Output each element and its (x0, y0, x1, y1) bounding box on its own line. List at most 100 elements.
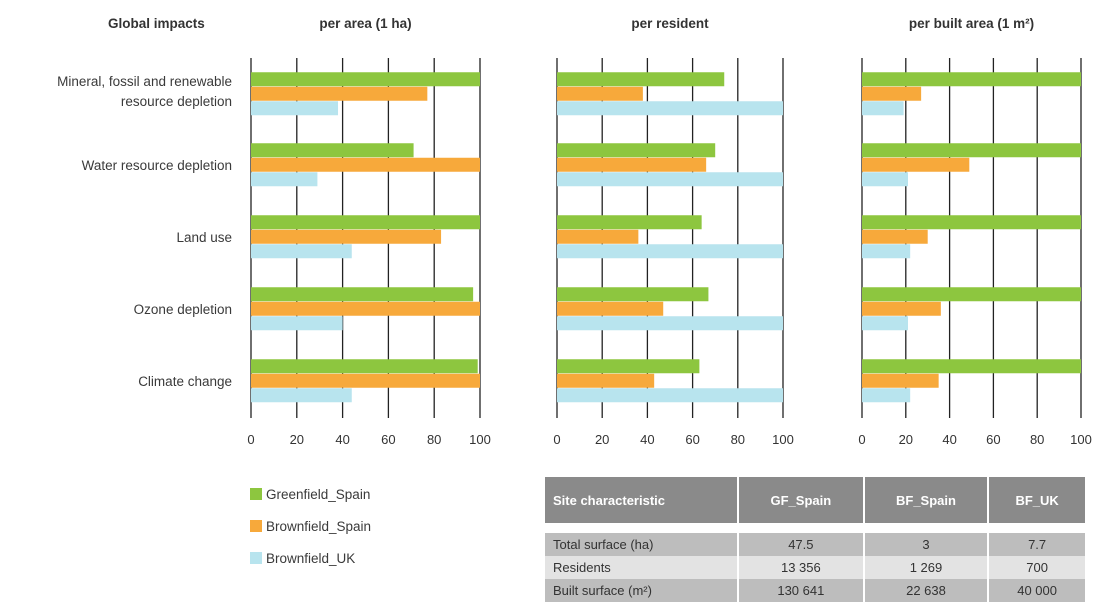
bar-brownfield-spain (862, 373, 939, 388)
x-tick-label: 0 (858, 432, 865, 447)
bar-brownfield-spain (862, 86, 922, 101)
legend-swatch (250, 552, 262, 564)
panel-title: per area (1 ha) (319, 16, 411, 31)
bar-brownfield-uk (557, 244, 783, 259)
table-header-cell: BF_UK (989, 477, 1085, 523)
bar-brownfield-uk (251, 244, 352, 259)
legend-swatch (250, 520, 262, 532)
row-label: Mineral, fossil and renewable resource de… (57, 74, 232, 109)
bar-greenfield-spain (557, 287, 709, 302)
row-label-line: resource depletion (121, 94, 232, 109)
legend-label: Brownfield_UK (266, 550, 356, 566)
bar-brownfield-spain (251, 301, 480, 316)
bar-greenfield-spain (557, 72, 725, 87)
x-tick-label: 60 (986, 432, 1000, 447)
bar-brownfield-uk (862, 101, 904, 116)
chart-panel: per built area (1 m²) 0 20 40 60 80 100 (858, 16, 1091, 447)
legend: Greenfield_Spain Brownfield_Spain Brownf… (250, 478, 371, 574)
panel-title: per built area (1 m²) (909, 16, 1034, 31)
x-tick-label: 0 (247, 432, 254, 447)
bar-greenfield-spain (557, 143, 716, 158)
panel-title: per resident (631, 16, 709, 31)
table-cell: 1 269 (864, 556, 988, 579)
x-tick-label: 60 (685, 432, 699, 447)
bar-greenfield-spain (557, 215, 702, 230)
bar-brownfield-spain (251, 86, 428, 101)
table-row: Built surface (m²) 130 641 22 638 40 000 (545, 579, 1085, 602)
bar-brownfield-spain (557, 86, 643, 101)
bar-greenfield-spain (251, 72, 480, 87)
row-label: Climate change (138, 374, 232, 389)
legend-item-greenfield-spain: Greenfield_Spain (250, 478, 371, 510)
bar-brownfield-spain (251, 229, 442, 244)
bar-brownfield-uk (862, 316, 908, 331)
x-tick-label: 20 (899, 432, 913, 447)
x-tick-label: 60 (381, 432, 395, 447)
x-tick-label: 0 (553, 432, 560, 447)
row-label-line: Mineral, fossil and renewable (57, 74, 232, 89)
bar-brownfield-uk (862, 172, 908, 187)
bar-brownfield-uk (557, 388, 783, 403)
x-tick-label: 40 (640, 432, 654, 447)
table-cell: 700 (989, 556, 1085, 579)
table-cell: Residents (545, 556, 737, 579)
x-tick-label: 80 (427, 432, 441, 447)
bar-brownfield-spain (557, 157, 707, 172)
bar-greenfield-spain (251, 215, 480, 230)
table-cell: Total surface (ha) (545, 533, 737, 556)
bar-brownfield-uk (557, 101, 783, 116)
legend-label: Greenfield_Spain (266, 486, 371, 502)
table-cell: 40 000 (989, 579, 1085, 602)
table-header-cell: Site characteristic (545, 477, 737, 523)
legend-label: Brownfield_Spain (266, 518, 372, 534)
row-label: Ozone depletion (134, 302, 232, 317)
bar-brownfield-spain (862, 157, 970, 172)
x-tick-label: 40 (942, 432, 956, 447)
site-characteristics-table: Site characteristic GF_Spain BF_Spain BF… (543, 477, 1087, 602)
bar-brownfield-uk (557, 172, 783, 187)
table-header-cell: GF_Spain (739, 477, 863, 523)
impacts-title: Global impacts (108, 16, 205, 31)
bar-brownfield-spain (251, 157, 480, 172)
bar-greenfield-spain (251, 359, 478, 374)
bar-greenfield-spain (862, 72, 1081, 87)
bar-greenfield-spain (251, 287, 474, 302)
row-label: Water resource depletion (82, 158, 232, 173)
table-header-cell: BF_Spain (864, 477, 988, 523)
legend-item-brownfield-uk: Brownfield_UK (250, 542, 371, 574)
bar-brownfield-spain (557, 301, 664, 316)
table-header-row: Site characteristic GF_Spain BF_Spain BF… (545, 477, 1085, 523)
table-cell: 130 641 (739, 579, 863, 602)
table-cell: 47.5 (739, 533, 863, 556)
x-tick-label: 100 (772, 432, 794, 447)
bar-brownfield-uk (557, 316, 783, 331)
table-cell: 7.7 (989, 533, 1085, 556)
bar-brownfield-uk (251, 388, 352, 403)
x-tick-label: 100 (1070, 432, 1092, 447)
table-row: Residents 13 356 1 269 700 (545, 556, 1085, 579)
table-cell: 3 (864, 533, 988, 556)
x-tick-label: 100 (469, 432, 491, 447)
bar-brownfield-uk (862, 388, 911, 403)
chart-panel: per area (1 ha) 0 20 40 60 80 100 (247, 16, 490, 447)
bar-brownfield-spain (862, 229, 928, 244)
table-row: Total surface (ha) 47.5 3 7.7 (545, 533, 1085, 556)
x-tick-label: 80 (731, 432, 745, 447)
x-tick-label: 20 (290, 432, 304, 447)
bar-greenfield-spain (862, 143, 1081, 158)
impact-charts: Global impacts Mineral, fossil and renewa… (57, 16, 1092, 447)
x-tick-label: 40 (335, 432, 349, 447)
bar-brownfield-uk (251, 172, 318, 187)
bar-brownfield-spain (251, 373, 480, 388)
bar-greenfield-spain (251, 143, 414, 158)
legend-item-brownfield-spain: Brownfield_Spain (250, 510, 371, 542)
bar-brownfield-uk (251, 316, 343, 331)
table-cell: 22 638 (864, 579, 988, 602)
bar-brownfield-spain (862, 301, 941, 316)
row-label: Land use (176, 230, 232, 245)
bar-greenfield-spain (862, 287, 1081, 302)
bar-brownfield-spain (557, 373, 655, 388)
table-cell: 13 356 (739, 556, 863, 579)
chart-panel: per resident 0 20 40 60 80 100 (553, 16, 793, 447)
table-cell: Built surface (m²) (545, 579, 737, 602)
